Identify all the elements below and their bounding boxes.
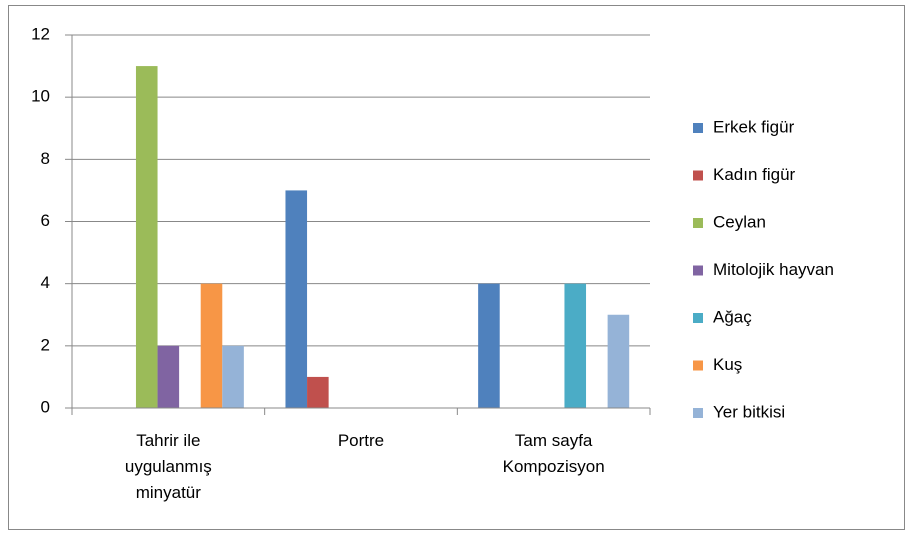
y-tick-label: 2 xyxy=(41,335,50,354)
y-tick-label: 4 xyxy=(41,273,50,292)
bar xyxy=(607,314,630,408)
legend-label: Ağaç xyxy=(713,307,752,326)
x-tick-label: Tahrir ile uygulanmış minyatür xyxy=(124,431,212,502)
y-tick-label: 12 xyxy=(31,24,50,43)
bar xyxy=(222,345,244,408)
legend-swatch xyxy=(693,265,703,276)
y-tick-label: 8 xyxy=(41,149,50,168)
legend-label: Mitolojik hayvan xyxy=(713,260,834,279)
y-tick-label: 10 xyxy=(31,87,50,106)
bar xyxy=(200,283,223,408)
bar xyxy=(478,283,500,408)
legend-label: Yer bitkisi xyxy=(713,402,785,421)
legend-label: Kuş xyxy=(713,355,742,374)
legend-label: Erkek figür xyxy=(713,117,795,136)
chart-border xyxy=(8,5,905,530)
bar xyxy=(157,345,180,408)
y-tick-label: 0 xyxy=(41,397,50,416)
bar xyxy=(564,283,587,408)
x-tick-label: Tam sayfa Kompozisyon xyxy=(502,431,605,476)
x-tick-label: Portre xyxy=(337,431,385,450)
legend-swatch xyxy=(693,408,703,418)
legend-swatch xyxy=(693,170,703,181)
y-tick-label: 6 xyxy=(41,211,50,230)
bar xyxy=(307,376,329,408)
legend-swatch xyxy=(693,123,703,133)
bar xyxy=(135,66,158,408)
bar xyxy=(285,190,308,408)
legend-swatch xyxy=(693,360,703,371)
legend-swatch xyxy=(693,218,703,228)
legend-swatch xyxy=(693,313,703,323)
legend-label: Ceylan xyxy=(713,212,766,231)
legend-label: Kadın figür xyxy=(713,165,796,184)
